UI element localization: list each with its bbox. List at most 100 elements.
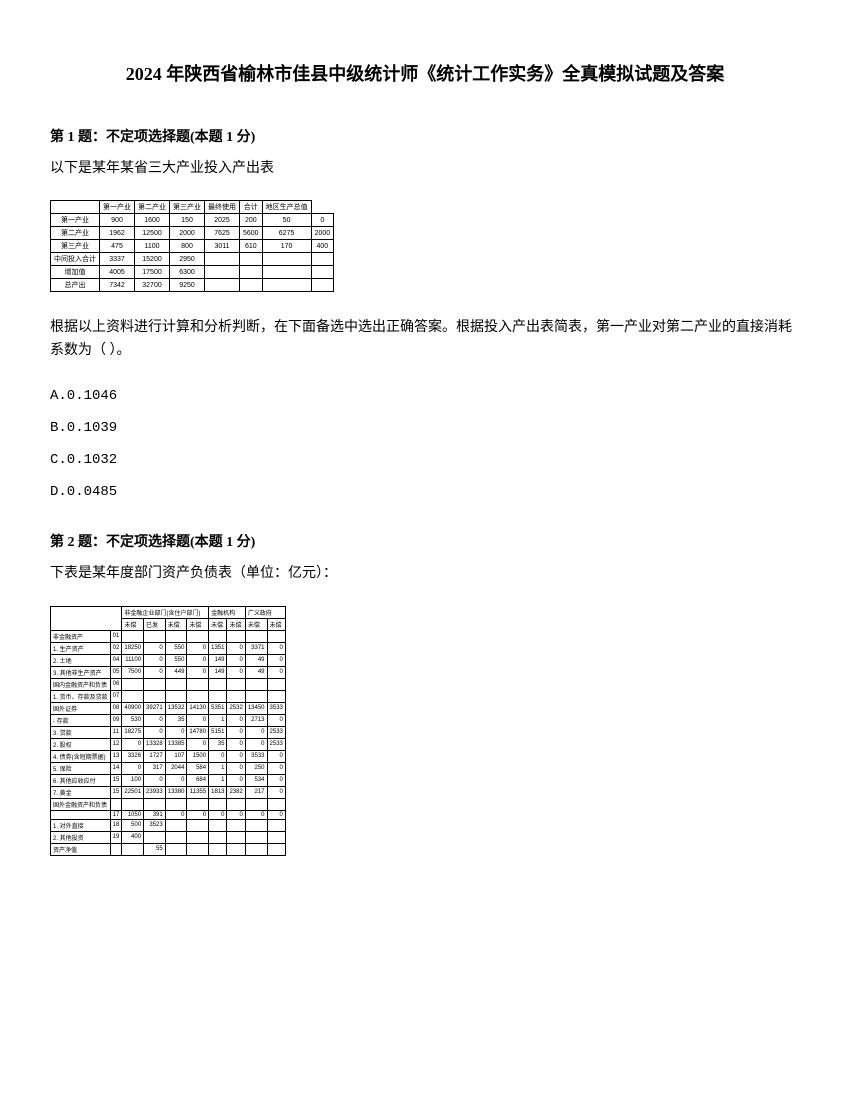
q1-cell: 800	[170, 240, 205, 253]
q2-row-code: 15	[110, 774, 122, 786]
q2-sub-header: 未偿	[227, 618, 245, 630]
q2-cell: 35	[209, 738, 227, 750]
q1-cell	[205, 266, 240, 279]
q2-cell	[209, 678, 227, 690]
q2-cell: 530	[122, 714, 144, 726]
q2-cell	[187, 678, 209, 690]
q1-cell	[240, 266, 263, 279]
q1-cell: 12500	[135, 227, 170, 240]
q1-row-label: 总产出	[51, 279, 100, 292]
q2-cell: 500	[122, 819, 144, 831]
q2-cell	[245, 798, 267, 810]
q2-cell: 49	[245, 654, 267, 666]
q2-cell: 2533	[267, 738, 285, 750]
question-1-header: 第 1 题：不定项选择题(本题 1 分)	[50, 126, 800, 146]
q2-cell: 0	[267, 786, 285, 798]
q2-cell	[165, 819, 187, 831]
question-1-analysis: 根据以上资料进行计算和分析判断，在下面备选中选出正确答案。根据投入产出表简表，第…	[50, 317, 800, 362]
q2-cell: 0	[187, 810, 209, 819]
q2-cell: 250	[245, 762, 267, 774]
q2-cell: 317	[144, 762, 166, 774]
q2-cell	[245, 630, 267, 642]
q2-cell: 2044	[165, 762, 187, 774]
q2-row-label: 非金融资产	[51, 630, 111, 642]
q1-cell: 400	[311, 240, 334, 253]
q1-cell: 5600	[240, 227, 263, 240]
q2-cell: 0	[267, 762, 285, 774]
q1-cell	[262, 253, 311, 266]
q2-cell	[227, 798, 245, 810]
q2-cell	[267, 819, 285, 831]
q2-cell: 1	[209, 714, 227, 726]
q2-cell	[165, 831, 187, 843]
q2-cell: 13532	[165, 702, 187, 714]
q2-row-code: 12	[110, 738, 122, 750]
q1-cell: 150	[170, 214, 205, 227]
q2-cell: 2533	[267, 726, 285, 738]
q1-cell	[262, 266, 311, 279]
q2-cell	[267, 843, 285, 855]
q2-row-code	[110, 843, 122, 855]
q2-cell: 39271	[144, 702, 166, 714]
q2-data-table: 非金融企业部门(含住户部门)金融机构广义政府未偿已发未偿未偿未偿未偿未偿未偿非金…	[50, 606, 286, 856]
q2-row-label: 国外金融资产和负债	[51, 798, 111, 810]
q1-data-table: 第一产业第二产业第三产业最终使用合计地区生产总值第一产业900160015020…	[50, 200, 334, 292]
q1-cell: 2950	[170, 253, 205, 266]
q2-row-code: 07	[110, 690, 122, 702]
q2-cell: 0	[144, 714, 166, 726]
q2-cell: 449	[165, 666, 187, 678]
q2-cell: 0	[209, 810, 227, 819]
q2-row-label: 7. 黄金	[51, 786, 111, 798]
q2-cell: 1813	[209, 786, 227, 798]
q2-cell: 13385	[165, 738, 187, 750]
q2-cell: 0	[227, 762, 245, 774]
q2-cell: 0	[187, 714, 209, 726]
q2-cell: 0	[227, 810, 245, 819]
q2-cell: 18250	[122, 642, 144, 654]
q1-cell	[240, 279, 263, 292]
q2-cell	[122, 798, 144, 810]
q2-cell	[165, 798, 187, 810]
q2-row-code: 05	[110, 666, 122, 678]
q1-cell: 900	[100, 214, 135, 227]
q2-cell: 107	[165, 750, 187, 762]
q2-cell: 49	[245, 666, 267, 678]
q2-cell: 55	[144, 843, 166, 855]
q2-cell: 0	[187, 666, 209, 678]
q2-cell	[187, 798, 209, 810]
q2-cell: 3523	[144, 819, 166, 831]
q2-cell: 23933	[144, 786, 166, 798]
q2-top-header: 非金融企业部门(含住户部门)	[122, 606, 209, 618]
q2-cell: 0	[227, 714, 245, 726]
q2-cell: 0	[267, 750, 285, 762]
q2-cell: 149	[209, 654, 227, 666]
q2-cell: 0	[267, 654, 285, 666]
q2-cell: 22501	[122, 786, 144, 798]
q2-row-label: 4. 债券(含短期票据)	[51, 750, 111, 762]
q1-header-cell	[51, 201, 100, 214]
q2-cell: 13450	[245, 702, 267, 714]
q2-cell: 534	[245, 774, 267, 786]
q1-cell: 1962	[100, 227, 135, 240]
q2-cell	[227, 831, 245, 843]
q1-cell: 4005	[100, 266, 135, 279]
q1-header-cell: 第三产业	[170, 201, 205, 214]
q2-row-code: 06	[110, 678, 122, 690]
q2-cell: 217	[245, 786, 267, 798]
q2-cell	[187, 831, 209, 843]
q2-cell: 3533	[245, 750, 267, 762]
q2-cell	[144, 798, 166, 810]
q2-row-code	[110, 798, 122, 810]
q2-cell	[227, 819, 245, 831]
q1-cell: 0	[311, 214, 334, 227]
question-1-intro: 以下是某年某省三大产业投入产出表	[50, 158, 800, 180]
q2-cell: 0	[165, 774, 187, 786]
q2-cell: 400	[122, 831, 144, 843]
q2-cell: 0	[187, 642, 209, 654]
q2-cell	[165, 678, 187, 690]
q2-sub-header: 未偿	[165, 618, 187, 630]
q2-cell	[144, 690, 166, 702]
q2-cell: 0	[267, 774, 285, 786]
q2-cell	[267, 630, 285, 642]
q2-cell	[245, 819, 267, 831]
